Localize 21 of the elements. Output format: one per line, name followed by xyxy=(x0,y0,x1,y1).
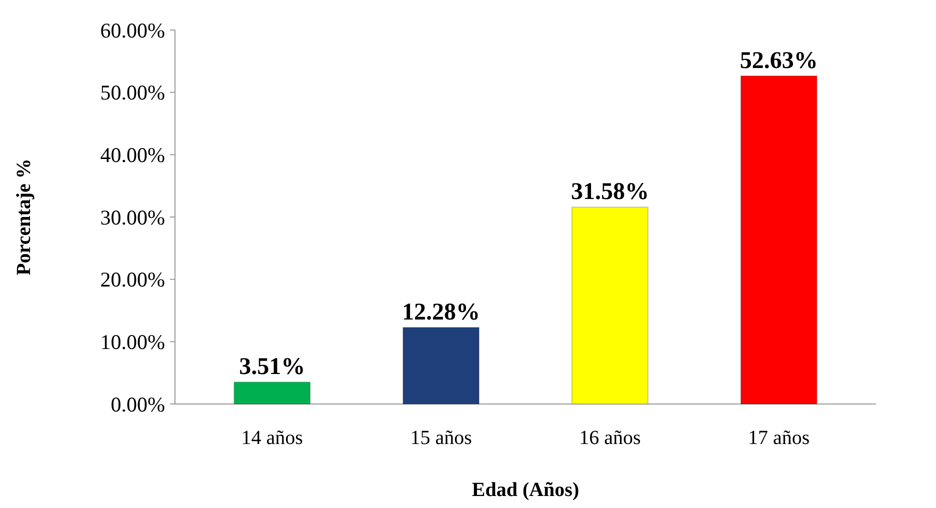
y-tick-label: 10.00% xyxy=(100,330,165,354)
y-tick-label: 40.00% xyxy=(100,143,165,168)
y-tick-label: 60.00% xyxy=(100,18,165,42)
x-tick-label: 16 años xyxy=(579,427,641,449)
bar xyxy=(740,75,818,404)
bar xyxy=(234,382,311,404)
data-label: 12.28% xyxy=(402,299,480,326)
x-tick-label: 17 años xyxy=(748,427,810,449)
data-label: 31.58% xyxy=(570,179,649,206)
y-tick-label: 30.00% xyxy=(100,205,165,230)
bar xyxy=(571,206,648,404)
x-tick-label: 14 años xyxy=(241,427,304,449)
data-label: 52.63% xyxy=(740,48,818,74)
data-label: 3.51% xyxy=(239,354,306,380)
y-axis-title: Porcentaje % xyxy=(13,158,35,276)
bar xyxy=(402,326,480,404)
x-tick-label: 15 años xyxy=(410,427,472,449)
y-tick-label: 0.00% xyxy=(110,392,165,416)
x-axis-title: Edad (Años) xyxy=(472,479,580,501)
y-tick-label: 50.00% xyxy=(100,80,165,105)
y-tick-label: 20.00% xyxy=(100,268,165,292)
